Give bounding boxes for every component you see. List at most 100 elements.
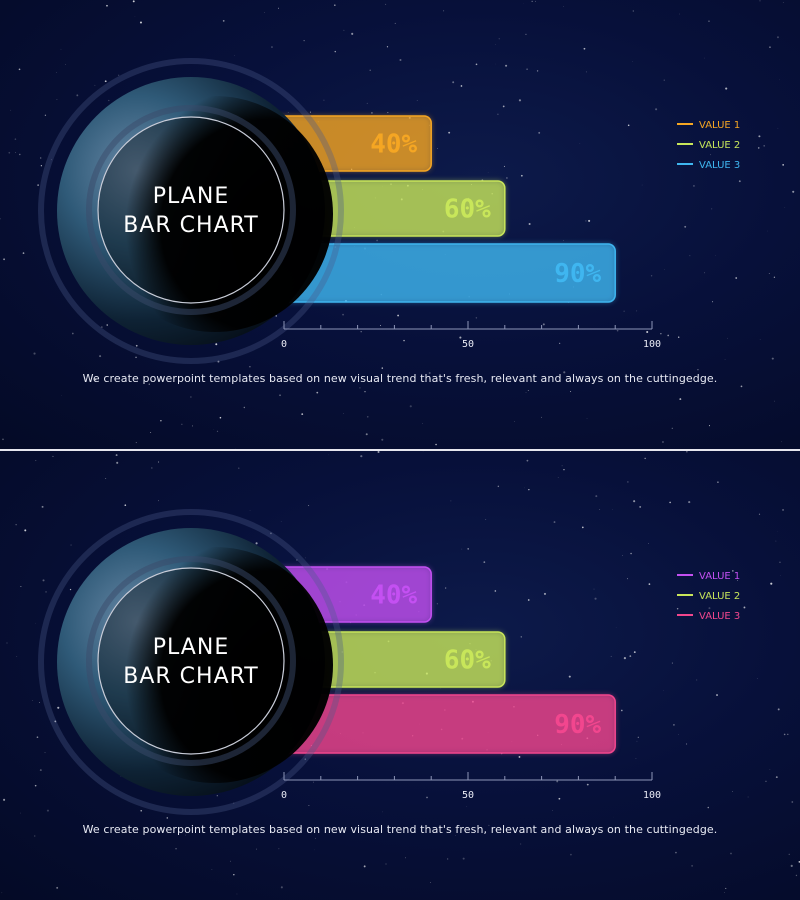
star	[759, 339, 761, 340]
star	[428, 372, 431, 374]
star	[777, 127, 779, 129]
star	[686, 743, 688, 745]
star	[20, 586, 22, 588]
star	[568, 675, 571, 678]
star	[19, 153, 21, 156]
star	[278, 848, 280, 850]
star	[308, 505, 310, 507]
star	[520, 636, 522, 638]
star	[6, 642, 8, 644]
star	[520, 174, 523, 177]
star	[36, 736, 39, 739]
star	[448, 131, 451, 134]
star	[440, 688, 442, 690]
star	[769, 769, 771, 770]
star	[69, 588, 72, 591]
star	[46, 809, 49, 812]
star	[364, 390, 366, 393]
bar-value-label: 40%	[370, 130, 417, 160]
star	[644, 457, 646, 460]
star	[1, 892, 3, 894]
star	[639, 505, 642, 508]
star	[781, 441, 783, 443]
star	[312, 781, 315, 783]
star	[724, 892, 725, 893]
star	[646, 330, 649, 334]
star	[689, 255, 691, 257]
star	[296, 559, 298, 561]
star	[505, 64, 508, 67]
star	[351, 32, 354, 35]
star	[135, 356, 137, 359]
star	[94, 378, 97, 381]
star	[594, 597, 597, 600]
star	[2, 438, 4, 441]
star	[280, 886, 283, 889]
star	[190, 396, 192, 398]
star	[673, 724, 675, 726]
star	[782, 2, 784, 3]
star	[303, 39, 305, 42]
star	[732, 791, 733, 792]
divider	[0, 449, 800, 451]
star	[70, 544, 72, 546]
star	[452, 81, 455, 84]
chart-title-line1: PLANE	[153, 184, 229, 209]
chart-title-line2: BAR CHART	[123, 213, 259, 238]
star	[215, 343, 218, 346]
planet-ring-outer	[86, 105, 296, 315]
bar-chart: 40% 60% 90% PLANE BAR CHART 0 50 100 VALUE 1 VALU…	[1, 451, 800, 895]
legend-label: VALUE 1	[699, 120, 740, 131]
star	[461, 548, 463, 550]
star	[462, 857, 465, 860]
star	[166, 817, 168, 819]
star	[570, 391, 572, 393]
star	[686, 451, 688, 453]
bar-value-label: 90%	[554, 710, 601, 740]
star	[15, 524, 17, 526]
star	[599, 509, 601, 510]
star	[779, 561, 781, 563]
star	[708, 425, 711, 427]
star	[35, 459, 37, 462]
star	[54, 720, 57, 723]
star	[538, 131, 541, 134]
star	[437, 148, 438, 149]
star	[160, 420, 162, 422]
star	[305, 557, 306, 559]
star	[34, 784, 37, 787]
star	[365, 433, 368, 436]
star	[369, 69, 371, 71]
star	[483, 561, 486, 564]
star	[787, 733, 789, 735]
star	[765, 780, 767, 782]
star	[150, 432, 152, 433]
star	[738, 180, 741, 183]
star	[34, 835, 36, 837]
star	[586, 783, 589, 786]
star	[542, 323, 545, 326]
star	[788, 853, 790, 855]
star	[543, 592, 547, 595]
star	[770, 582, 773, 585]
x-tick-label: 100	[643, 790, 661, 801]
star	[541, 416, 542, 418]
star	[385, 3, 387, 5]
star	[581, 526, 584, 529]
star	[386, 46, 389, 48]
star	[124, 504, 127, 507]
star	[524, 487, 526, 489]
star	[304, 758, 307, 760]
star	[743, 606, 746, 609]
star	[455, 835, 456, 836]
star	[494, 590, 497, 592]
star	[735, 277, 738, 279]
star	[527, 390, 529, 391]
star	[308, 805, 310, 806]
star	[561, 465, 563, 467]
star	[610, 655, 612, 658]
star	[737, 580, 739, 581]
bar-chart: 40% 60% 90% PLANE BAR CHART 0 50 100 VALUE 1 VALU…	[0, 0, 795, 449]
star	[633, 500, 636, 503]
star	[777, 36, 779, 39]
